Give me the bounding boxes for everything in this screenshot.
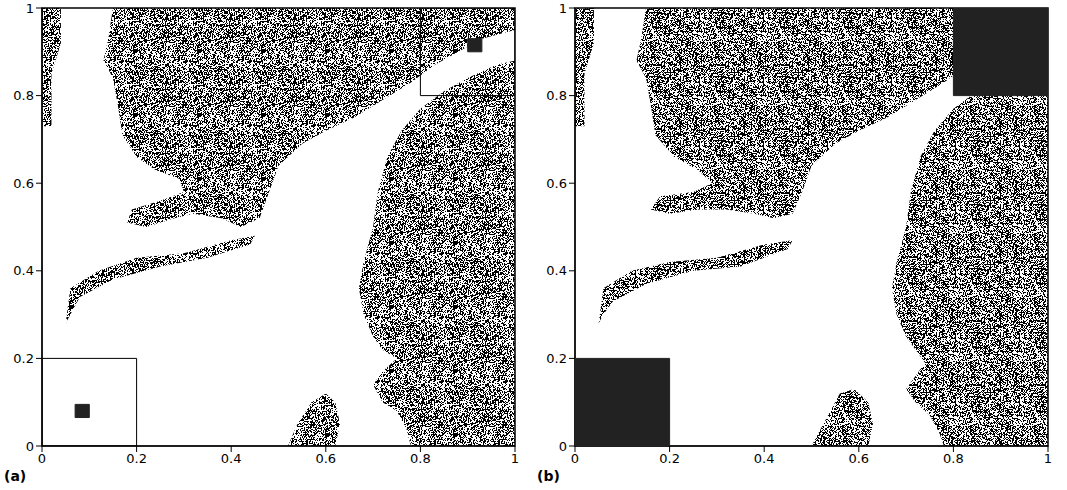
- svg-text:0.4: 0.4: [754, 451, 775, 466]
- html-text:(b): (b): [537, 468, 560, 484]
- svg-text:0: 0: [26, 439, 34, 454]
- svg-text:1: 1: [1044, 451, 1052, 466]
- svg-text:0: 0: [571, 451, 579, 466]
- svg-text:0.8: 0.8: [546, 88, 567, 103]
- svg-text:0.2: 0.2: [546, 351, 567, 366]
- svg-text:0.8: 0.8: [13, 88, 34, 103]
- svg-text:1: 1: [511, 451, 519, 466]
- svg-text:0.4: 0.4: [13, 263, 34, 278]
- svg-text:0: 0: [38, 451, 46, 466]
- svg-text:0.8: 0.8: [410, 451, 431, 466]
- svg-text:0.2: 0.2: [659, 451, 680, 466]
- svg-text:0.4: 0.4: [546, 263, 567, 278]
- svg-text:0.6: 0.6: [315, 451, 336, 466]
- svg-text:0.6: 0.6: [13, 176, 34, 191]
- svg-text:0.6: 0.6: [546, 176, 567, 191]
- svg-text:0.8: 0.8: [943, 451, 964, 466]
- svg-text:0.2: 0.2: [13, 351, 34, 366]
- svg-text:1: 1: [26, 1, 34, 16]
- svg-text:0.2: 0.2: [126, 451, 147, 466]
- svg-text:0: 0: [559, 439, 567, 454]
- svg-text:0.4: 0.4: [221, 451, 242, 466]
- html-text:(a): (a): [4, 468, 27, 484]
- svg-text:0.6: 0.6: [848, 451, 869, 466]
- svg-text:1: 1: [559, 1, 567, 16]
